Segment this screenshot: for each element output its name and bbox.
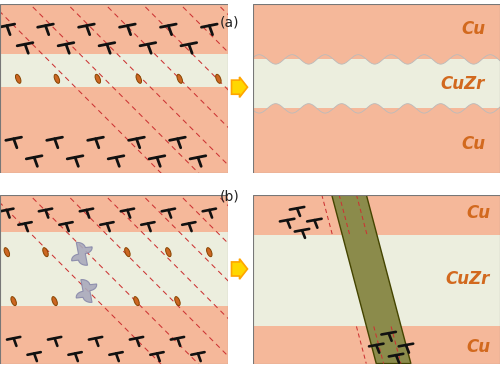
Bar xyxy=(0,195,228,232)
Bar xyxy=(0,232,228,306)
Ellipse shape xyxy=(11,297,16,306)
Text: Cu: Cu xyxy=(461,135,485,153)
Text: Cu: Cu xyxy=(461,20,485,38)
Bar xyxy=(0,306,228,364)
Ellipse shape xyxy=(4,248,10,257)
Text: (a): (a) xyxy=(220,15,240,29)
Polygon shape xyxy=(76,280,96,302)
Ellipse shape xyxy=(177,74,182,83)
Polygon shape xyxy=(72,243,92,265)
Ellipse shape xyxy=(136,74,141,83)
Polygon shape xyxy=(252,4,500,64)
Ellipse shape xyxy=(166,248,171,257)
Ellipse shape xyxy=(43,248,48,257)
Ellipse shape xyxy=(134,297,139,306)
Bar xyxy=(252,108,500,173)
Bar xyxy=(252,326,500,364)
Ellipse shape xyxy=(174,297,180,306)
Text: CuZr: CuZr xyxy=(446,270,490,288)
Bar xyxy=(252,195,500,235)
Ellipse shape xyxy=(124,248,130,257)
Bar xyxy=(252,4,500,59)
Ellipse shape xyxy=(54,74,60,83)
Bar xyxy=(252,235,500,326)
Bar xyxy=(0,53,228,87)
Bar xyxy=(252,59,500,108)
Text: CuZr: CuZr xyxy=(441,75,485,93)
Ellipse shape xyxy=(52,297,58,306)
Polygon shape xyxy=(332,195,411,364)
Ellipse shape xyxy=(16,74,21,83)
Text: Cu: Cu xyxy=(466,204,490,222)
Text: Cu: Cu xyxy=(466,338,490,356)
Text: (b): (b) xyxy=(220,190,240,204)
Bar xyxy=(0,4,228,53)
Ellipse shape xyxy=(95,74,100,83)
Bar xyxy=(0,87,228,173)
Polygon shape xyxy=(252,104,500,173)
Ellipse shape xyxy=(216,74,221,83)
Ellipse shape xyxy=(206,248,212,257)
